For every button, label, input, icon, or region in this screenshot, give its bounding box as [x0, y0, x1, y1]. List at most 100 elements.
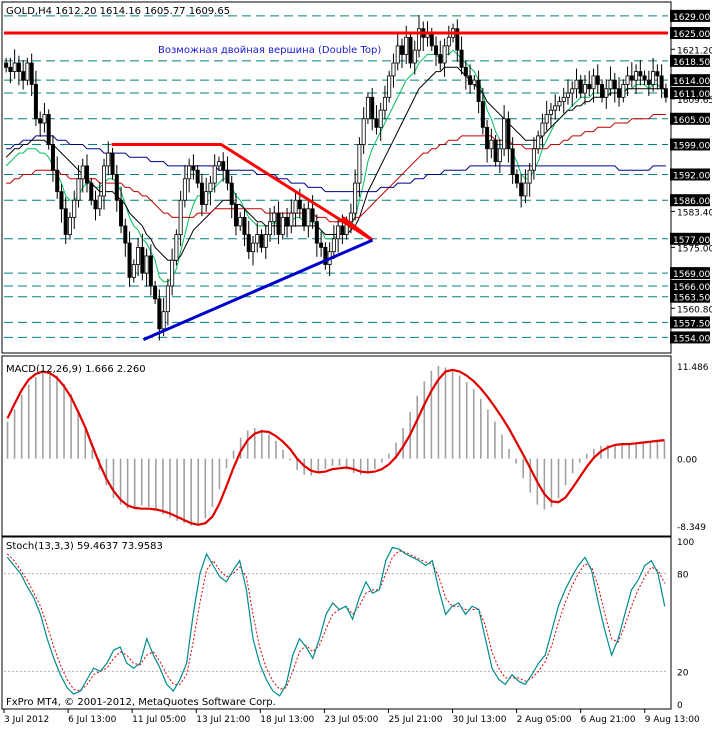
stoch-pane[interactable]: Stoch(13,3,3) 59.4637 73.9583 FxPro MT4,…	[1, 536, 694, 711]
candle-body	[361, 118, 366, 145]
candle-body	[404, 36, 409, 55]
time-axis-label: 23 Jul 05:00	[324, 715, 378, 725]
candle-body	[455, 28, 460, 51]
time-axis-label: 25 Jul 21:00	[388, 715, 442, 725]
candle-body	[502, 118, 507, 150]
candle-body	[540, 122, 545, 137]
price-axis-label: 1599.00	[673, 141, 710, 151]
candle-body	[527, 169, 532, 184]
macd-pane[interactable]: MACD(12,26,9) 1.666 2.260 11.486 0.00 -8.3…	[1, 355, 709, 537]
candle-body	[38, 118, 43, 124]
triangle-upper-line[interactable]	[111, 143, 374, 242]
candle-body	[140, 246, 145, 274]
price-label-box	[670, 54, 710, 67]
candle-body	[208, 182, 213, 193]
candle-body	[33, 84, 38, 120]
stoch-pane-frame	[1, 536, 672, 710]
candle-body	[119, 199, 124, 227]
candle-body	[225, 169, 230, 184]
time-axis-label: 9 Aug 13:00	[645, 715, 700, 725]
candle-body	[46, 114, 51, 145]
candle-body	[42, 114, 47, 124]
candle-body	[336, 225, 341, 240]
candle-body	[629, 75, 634, 81]
candle-body	[446, 36, 451, 47]
candle-body	[655, 71, 660, 77]
candle-body	[216, 161, 221, 167]
candle-body	[289, 212, 294, 227]
time-axis-label: 3 Jul 2012	[4, 715, 49, 725]
candle-body	[578, 79, 583, 94]
candle-body	[523, 182, 528, 197]
candle-body	[365, 96, 370, 120]
candle-body	[85, 165, 90, 184]
stoch-header: Stoch(13,3,3) 59.4637 73.9583	[6, 541, 163, 552]
price-label-box	[670, 316, 710, 329]
candle-body	[204, 191, 209, 205]
stoch-axis: 100 80 20 0	[677, 538, 694, 711]
candle-body	[514, 174, 519, 184]
price-header: GOLD,H4 1612.20 1614.16 1605.77 1609.65	[6, 6, 230, 17]
price-label-box	[670, 290, 710, 303]
price-axis-label: 1625.00	[673, 30, 710, 40]
candle-body	[233, 204, 238, 227]
price-pane[interactable]: GOLD,H4 1612.20 1614.16 1605.77 1609.65 …	[1, 1, 712, 354]
price-axis-label: 1618.50	[673, 58, 710, 68]
candle-body	[663, 88, 668, 98]
time-axis-label: 11 Jul 05:00	[132, 715, 186, 725]
price-label-box	[670, 87, 710, 100]
candle-body	[561, 96, 566, 103]
candle-body	[387, 75, 392, 98]
candle-body	[646, 79, 651, 85]
price-levels	[4, 15, 668, 338]
candle-body	[395, 45, 400, 64]
macd-histogram	[6, 365, 666, 526]
candle-body	[463, 66, 468, 77]
candle-body	[510, 148, 515, 175]
candle-body	[89, 182, 94, 201]
candle-body	[412, 49, 417, 64]
candle-body	[374, 118, 379, 128]
candle-body	[310, 208, 315, 223]
candle-body	[246, 234, 251, 253]
candlesticks	[4, 15, 668, 341]
candle-body	[255, 234, 260, 244]
price-axis: 1629.00 1625.00 1621.20 1618.50 1614.00 1611.…	[670, 9, 712, 344]
copyright-text: FxPro MT4, © 2001-2012, MetaQuotes Softw…	[6, 697, 276, 708]
candle-body	[76, 178, 81, 201]
ema-navy-line	[6, 135, 666, 193]
candle-body	[340, 225, 345, 235]
price-label-box	[670, 331, 710, 344]
candle-body	[136, 246, 141, 265]
stoch-axis-label: 0	[677, 701, 683, 711]
candle-body	[416, 28, 421, 51]
price-axis-label: 1560.80	[677, 305, 712, 315]
candle-body	[493, 139, 498, 163]
candle-body	[97, 195, 102, 210]
candle-body	[106, 152, 111, 167]
candle-body	[438, 54, 443, 64]
candle-body	[583, 84, 588, 94]
price-axis-label: 1611.00	[673, 90, 710, 100]
candle-body	[263, 234, 268, 248]
triangle-apex-line[interactable]	[341, 216, 374, 242]
candle-body	[314, 221, 319, 244]
candle-body	[442, 45, 447, 64]
price-axis-label: 1583.40	[677, 208, 712, 218]
candle-body	[280, 216, 285, 235]
candle-body	[519, 182, 524, 197]
macd-header: MACD(12,26,9) 1.666 2.260	[6, 364, 146, 375]
price-label-box	[670, 168, 710, 181]
triangle-lower-line[interactable]	[142, 238, 374, 341]
trend-drawings[interactable]	[4, 31, 668, 341]
candle-body	[570, 88, 575, 94]
stoch-axis-label: 100	[677, 538, 694, 548]
price-axis-label: 1563.50	[673, 294, 710, 304]
candle-body	[429, 32, 434, 47]
candle-body	[170, 259, 175, 287]
candle-body	[72, 199, 77, 218]
stoch-levels	[4, 573, 668, 672]
candle-body	[391, 62, 396, 77]
